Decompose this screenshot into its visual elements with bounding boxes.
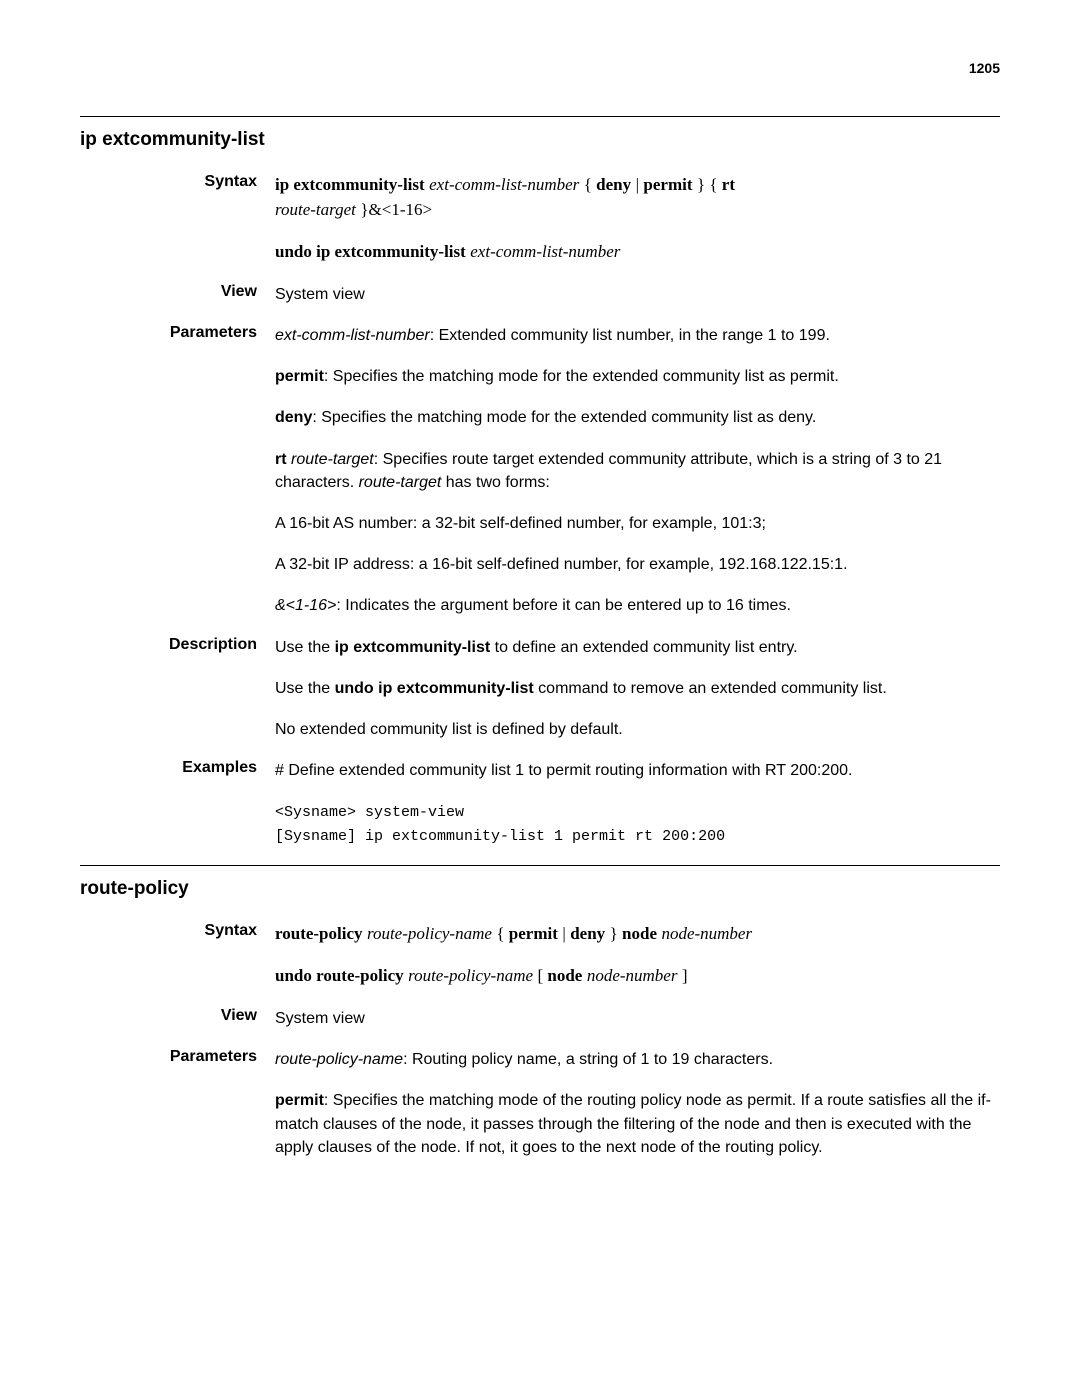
section-rule [80,865,1000,866]
content-row: ViewSystem view [80,283,1000,306]
content-paragraph: A 32-bit IP address: a 16-bit self-defin… [275,553,1000,576]
content-paragraph: permit: Specifies the matching mode for … [275,365,1000,388]
content-paragraph: Use the undo ip extcommunity-list comman… [275,677,1000,700]
content-paragraph: deny: Specifies the matching mode for th… [275,406,1000,429]
content-row: Parametersext-comm-list-number: Extended… [80,324,1000,618]
content-row: DescriptionUse the ip extcommunity-list … [80,636,1000,742]
row-content: System view [275,283,1000,306]
page-number: 1205 [80,60,1000,76]
section-title: route-policy [80,878,1000,900]
content-paragraph: System view [275,283,1000,306]
row-content: route-policy route-policy-name { permit … [275,922,1000,989]
row-label: Parameters [80,324,275,618]
row-label: View [80,1007,275,1030]
row-content: ip extcommunity-list ext-comm-list-numbe… [275,173,1000,265]
row-label: Syntax [80,922,275,989]
content-row: Syntaxroute-policy route-policy-name { p… [80,922,1000,989]
content-paragraph: System view [275,1007,1000,1030]
content-paragraph: undo route-policy route-policy-name [ no… [275,964,1000,989]
row-label: Parameters [80,1048,275,1159]
row-label: View [80,283,275,306]
content-row: Syntaxip extcommunity-list ext-comm-list… [80,173,1000,265]
content-paragraph: # Define extended community list 1 to pe… [275,759,1000,782]
content-paragraph: permit: Specifies the matching mode of t… [275,1089,1000,1159]
content-paragraph: A 16-bit AS number: a 32-bit self-define… [275,512,1000,535]
content-paragraph: ip extcommunity-list ext-comm-list-numbe… [275,173,1000,222]
content-row: Parametersroute-policy-name: Routing pol… [80,1048,1000,1159]
row-content: Use the ip extcommunity-list to define a… [275,636,1000,742]
content-paragraph: No extended community list is defined by… [275,718,1000,741]
row-content: System view [275,1007,1000,1030]
row-label: Description [80,636,275,742]
section-rule [80,116,1000,117]
sections-container: ip extcommunity-listSyntaxip extcommunit… [80,116,1000,1159]
content-paragraph: undo ip extcommunity-list ext-comm-list-… [275,240,1000,265]
content-paragraph: Use the ip extcommunity-list to define a… [275,636,1000,659]
row-content: route-policy-name: Routing policy name, … [275,1048,1000,1159]
row-label: Examples [80,759,275,847]
content-row: Examples# Define extended community list… [80,759,1000,847]
row-content: # Define extended community list 1 to pe… [275,759,1000,847]
content-paragraph: &<1-16>: Indicates the argument before i… [275,594,1000,617]
content-row: ViewSystem view [80,1007,1000,1030]
row-label: Syntax [80,173,275,265]
content-paragraph: <Sysname> system-view [Sysname] ip extco… [275,800,1000,846]
content-paragraph: ext-comm-list-number: Extended community… [275,324,1000,347]
page-container: 1205 ip extcommunity-listSyntaxip extcom… [0,0,1080,1217]
content-paragraph: route-policy route-policy-name { permit … [275,922,1000,947]
content-paragraph: route-policy-name: Routing policy name, … [275,1048,1000,1071]
content-paragraph: rt route-target: Specifies route target … [275,448,1000,494]
row-content: ext-comm-list-number: Extended community… [275,324,1000,618]
section-title: ip extcommunity-list [80,129,1000,151]
